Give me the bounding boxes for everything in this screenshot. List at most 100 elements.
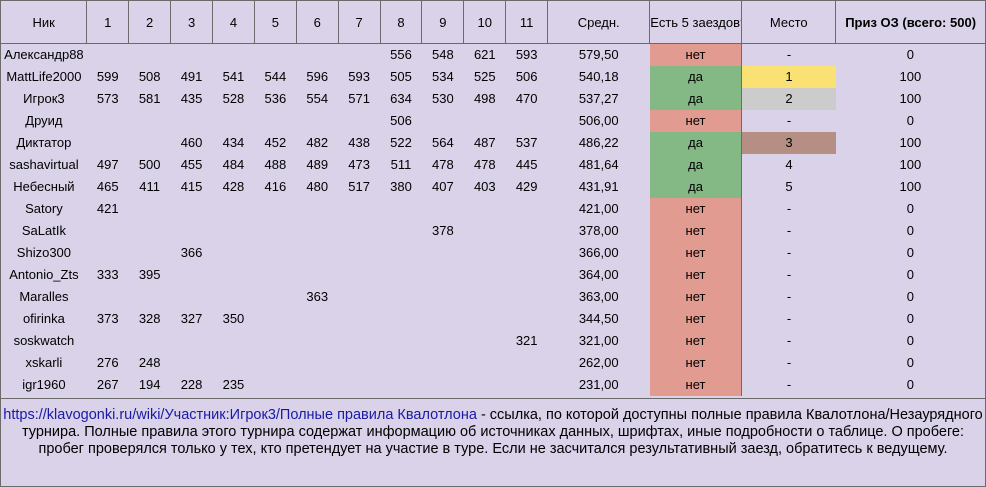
place-cell: - [741, 242, 836, 264]
column-header-0: Ник [1, 1, 88, 44]
score-cell: 599 [86, 66, 129, 88]
prize-cell: 0 [835, 286, 985, 308]
five-races-cell: нет [649, 308, 743, 330]
table-row: xskarli 276 248 262,00 нет -0 [1, 352, 985, 374]
score-cell: 378 [421, 220, 464, 242]
score-cell: 480 [296, 176, 339, 198]
score-cell [463, 374, 506, 396]
average-cell: 321,00 [547, 330, 650, 352]
place-cell: - [741, 330, 836, 352]
score-cell [254, 110, 297, 132]
column-header-8: 8 [380, 1, 423, 44]
score-cell [380, 308, 422, 330]
prize-cell: 100 [835, 176, 985, 198]
score-cell: 438 [338, 132, 381, 154]
column-header-14: Место [741, 1, 837, 44]
table-row: Игрок3 573 581 435 528 536 554 571 634 530 498 470 5… [1, 88, 985, 110]
score-cell [296, 198, 339, 220]
score-cell [170, 110, 213, 132]
place-cell: 1 [741, 66, 836, 88]
score-cell [254, 330, 297, 352]
score-cell [380, 220, 422, 242]
rules-link[interactable]: https://klavogonki.ru/wiki/Участник:Игро… [3, 407, 477, 423]
column-header-6: 6 [296, 1, 339, 44]
score-cell: 373 [86, 308, 129, 330]
nick-cell: sashavirtual [1, 154, 87, 176]
place-cell: - [741, 220, 836, 242]
score-cell [170, 286, 213, 308]
score-cell [212, 264, 255, 286]
score-cell [212, 110, 255, 132]
score-cell [254, 308, 297, 330]
header-row: Ник 1 2 3 4 5 6 7 8 9 10 11 Средн. Есть 5 заездов? Мес… [1, 1, 985, 44]
table-row: Antonio_Zts 333 395 364,00 нет -0 [1, 264, 985, 286]
average-cell: 364,00 [547, 264, 650, 286]
score-cell [380, 374, 422, 396]
score-cell: 380 [380, 176, 422, 198]
nick-cell: Antonio_Zts [1, 264, 87, 286]
score-cell: 536 [254, 88, 297, 110]
table-row: Shizo300 366 366,00 нет -0 [1, 242, 985, 264]
score-cell [421, 110, 464, 132]
score-cell [212, 330, 255, 352]
score-cell: 366 [170, 242, 213, 264]
score-cell: 445 [505, 154, 548, 176]
score-cell: 573 [86, 88, 129, 110]
score-cell [421, 286, 464, 308]
table-row: SaLatIk 378 378,00 нет -0 [1, 220, 985, 242]
score-cell [86, 110, 129, 132]
place-cell: - [741, 352, 836, 374]
score-cell [505, 374, 548, 396]
column-header-2: 2 [128, 1, 172, 44]
column-header-1: 1 [86, 1, 130, 44]
score-cell: 500 [128, 154, 171, 176]
five-races-cell: да [649, 66, 743, 88]
score-cell [296, 110, 339, 132]
score-cell [338, 308, 381, 330]
place-cell: 5 [741, 176, 836, 198]
table-row: Maralles 363 363,00 нет -0 [1, 286, 985, 308]
nick-cell: Диктатор [1, 132, 87, 154]
score-cell [338, 264, 381, 286]
score-cell: 267 [86, 374, 129, 396]
nick-cell: Друид [1, 110, 87, 132]
column-header-15: Приз ОЗ (всего: 500) [835, 1, 985, 44]
average-cell: 431,91 [547, 176, 650, 198]
place-cell: 2 [741, 88, 836, 110]
score-cell [296, 220, 339, 242]
score-cell: 473 [338, 154, 381, 176]
score-cell [338, 43, 381, 66]
score-cell [86, 286, 129, 308]
score-cell: 556 [380, 43, 422, 66]
average-cell: 579,50 [547, 43, 650, 66]
score-cell: 350 [212, 308, 255, 330]
score-cell [380, 286, 422, 308]
score-cell: 407 [421, 176, 464, 198]
score-cell: 434 [212, 132, 255, 154]
score-cell [86, 220, 129, 242]
prize-cell: 0 [835, 352, 985, 374]
average-cell: 506,00 [547, 110, 650, 132]
score-cell: 505 [380, 66, 422, 88]
nick-cell: Александр88 [1, 43, 87, 66]
average-cell: 421,00 [547, 198, 650, 220]
score-cell: 435 [170, 88, 213, 110]
table-row: sashavirtual 497 500 455 484 488 489 473 511 478 4… [1, 154, 985, 176]
rules-note-text: - ссылка, по которой доступны полные пра… [21, 407, 983, 457]
score-cell [338, 242, 381, 264]
score-cell: 403 [463, 176, 506, 198]
score-cell: 488 [254, 154, 297, 176]
score-cell: 484 [212, 154, 255, 176]
average-cell: 481,64 [547, 154, 650, 176]
score-cell [463, 242, 506, 264]
score-cell: 571 [338, 88, 381, 110]
score-cell [380, 198, 422, 220]
prize-cell: 100 [835, 154, 985, 176]
score-cell: 328 [128, 308, 171, 330]
score-cell [463, 264, 506, 286]
nick-cell: Игрок3 [1, 88, 87, 110]
score-cell [212, 43, 255, 66]
average-cell: 363,00 [547, 286, 650, 308]
score-cell: 235 [212, 374, 255, 396]
score-cell [380, 264, 422, 286]
